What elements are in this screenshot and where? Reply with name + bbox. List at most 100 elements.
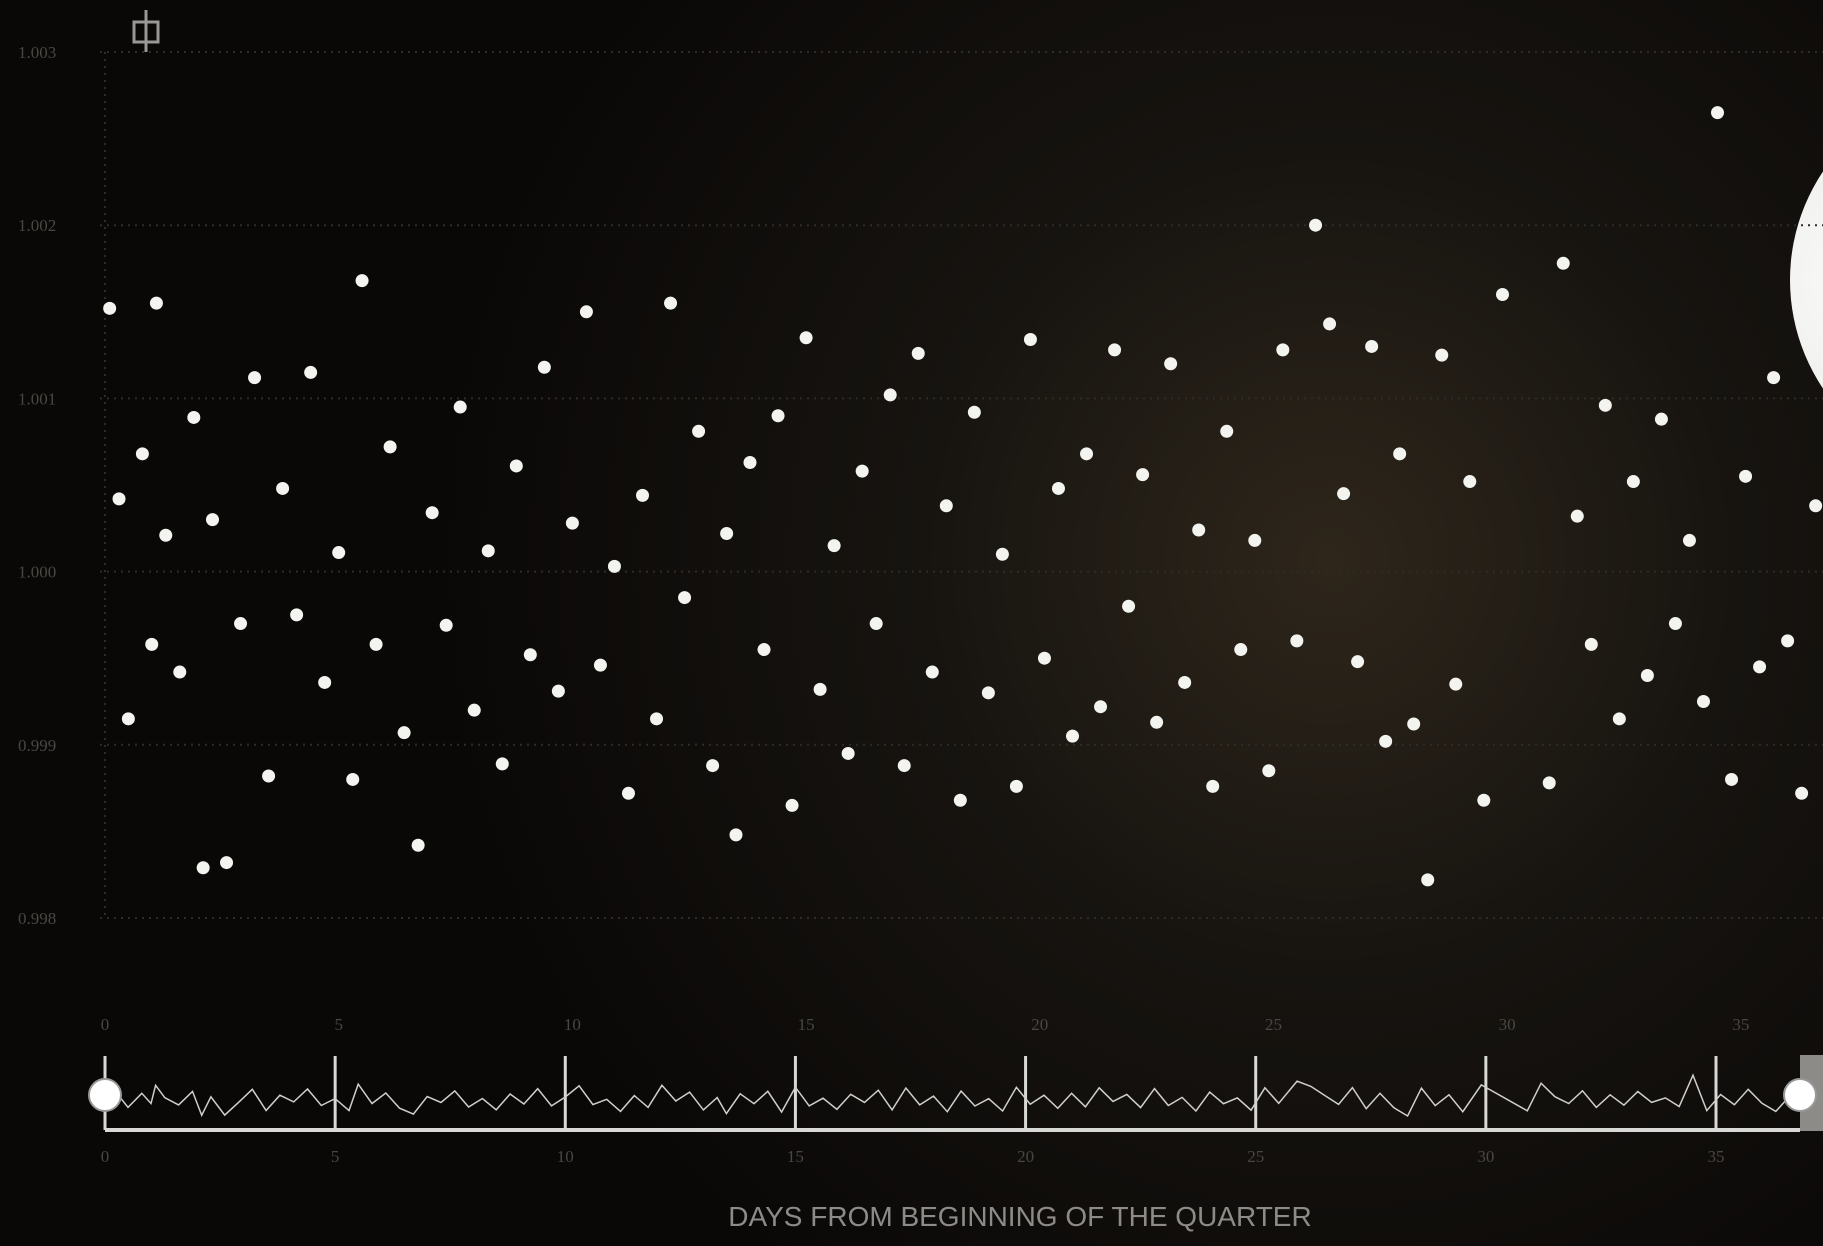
- data-point: [953, 793, 967, 807]
- data-point: [771, 409, 785, 423]
- data-point: [1781, 634, 1795, 648]
- overview-tick-label: 5: [331, 1147, 340, 1166]
- overview-tick-label: 35: [1708, 1147, 1725, 1166]
- data-point: [425, 506, 439, 520]
- overview-line: [109, 1073, 1791, 1118]
- data-point: [397, 726, 411, 740]
- data-point: [1463, 475, 1477, 489]
- data-point: [411, 838, 425, 852]
- data-point: [369, 637, 383, 651]
- data-point: [103, 301, 117, 315]
- x-tick-label: 25: [1265, 1015, 1282, 1034]
- orb-overlay[interactable]: [1790, 85, 1823, 475]
- data-point: [121, 712, 135, 726]
- data-point: [1584, 637, 1598, 651]
- data-point: [1066, 729, 1079, 743]
- data-point: [1337, 487, 1351, 501]
- data-point: [757, 643, 771, 657]
- data-point: [495, 757, 509, 771]
- data-point: [636, 488, 649, 502]
- data-point: [743, 455, 757, 469]
- data-point: [149, 296, 163, 310]
- data-point: [1309, 218, 1323, 232]
- data-point: [1150, 715, 1164, 729]
- overview-tick-label: 30: [1477, 1147, 1494, 1166]
- range-handle-left[interactable]: [88, 1078, 122, 1112]
- data-point: [1449, 677, 1463, 691]
- data-point: [1023, 333, 1037, 347]
- data-point: [318, 675, 332, 689]
- data-point: [621, 786, 635, 800]
- data-point: [1696, 695, 1710, 708]
- data-point: [173, 665, 187, 679]
- data-point: [135, 447, 149, 461]
- data-point: [650, 712, 664, 726]
- x-tick-label: 5: [334, 1015, 343, 1034]
- data-point: [1276, 343, 1290, 357]
- data-point: [1365, 339, 1379, 353]
- data-point: [1351, 655, 1365, 669]
- x-tick-label: 30: [1499, 1015, 1516, 1034]
- x-tick-label: 0: [101, 1015, 110, 1034]
- data-point: [262, 769, 276, 783]
- data-point: [112, 492, 126, 506]
- data-point: [248, 371, 262, 385]
- data-point: [664, 296, 678, 310]
- overview-tick-label: 20: [1017, 1147, 1034, 1166]
- data-point: [607, 559, 621, 573]
- data-point: [453, 400, 467, 414]
- data-point: [439, 618, 453, 632]
- range-handle-right[interactable]: [1783, 1078, 1817, 1112]
- data-point: [1094, 700, 1108, 714]
- data-point: [1262, 764, 1276, 778]
- x-tick-label: 10: [564, 1015, 581, 1034]
- data-point: [1220, 424, 1234, 438]
- data-point: [304, 365, 318, 379]
- data-point: [346, 772, 360, 786]
- data-point: [1122, 599, 1136, 613]
- data-point: [383, 440, 397, 454]
- data-point: [355, 274, 369, 288]
- data-point: [1435, 348, 1449, 362]
- data-point: [678, 591, 692, 605]
- data-point: [1206, 779, 1220, 793]
- data-point: [1640, 669, 1654, 683]
- y-tick-label: 0.999: [18, 736, 56, 755]
- data-point: [1711, 106, 1724, 120]
- data-point: [720, 526, 734, 540]
- data-point: [1767, 371, 1781, 385]
- overview-tick-label: 25: [1247, 1147, 1264, 1166]
- data-point: [1178, 675, 1192, 689]
- data-point: [1725, 772, 1739, 786]
- data-point: [841, 746, 855, 760]
- data-point: [967, 405, 981, 419]
- data-point: [1393, 447, 1407, 461]
- data-point: [159, 528, 173, 542]
- data-point: [897, 759, 911, 773]
- data-point: [276, 481, 290, 495]
- data-point: [1080, 447, 1094, 461]
- data-point: [1682, 533, 1696, 547]
- data-point: [855, 464, 869, 478]
- data-point: [1570, 509, 1584, 523]
- data-point: [1234, 643, 1248, 657]
- data-point: [813, 682, 827, 696]
- data-point: [1009, 779, 1023, 793]
- data-point: [523, 648, 537, 662]
- overview-tick-label: 10: [557, 1147, 574, 1166]
- data-point: [925, 665, 939, 679]
- app-icon[interactable]: [132, 10, 160, 52]
- overview-tick-label: 0: [101, 1147, 110, 1166]
- data-point: [981, 686, 995, 700]
- data-point: [785, 798, 799, 812]
- data-point: [1654, 412, 1668, 426]
- data-point: [537, 360, 551, 374]
- data-point: [593, 658, 607, 672]
- data-point: [1323, 317, 1337, 331]
- data-point: [827, 539, 841, 553]
- data-point: [1598, 398, 1612, 412]
- data-point: [565, 516, 579, 530]
- data-point: [1164, 357, 1178, 371]
- data-point: [939, 499, 953, 513]
